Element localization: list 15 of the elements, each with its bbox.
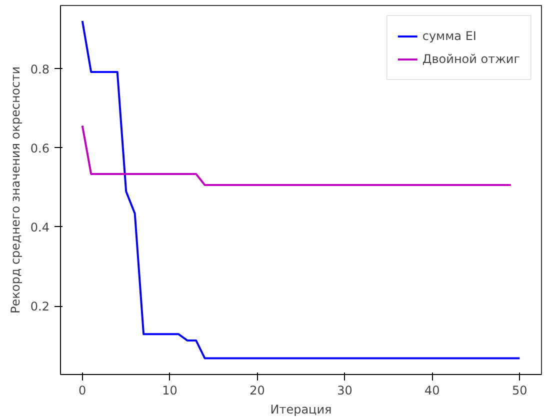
y-tick-label: 0.8 xyxy=(30,62,50,76)
legend-label: Двойной отжиг xyxy=(422,52,520,66)
x-tick-label: 50 xyxy=(512,384,528,398)
x-tick-label: 20 xyxy=(250,384,265,398)
x-tick-label: 0 xyxy=(78,384,86,398)
line-series xyxy=(81,20,521,360)
x-tick-label: 30 xyxy=(337,384,352,398)
y-tick-label: 0.2 xyxy=(30,300,50,314)
x-tick-label: 40 xyxy=(424,384,440,398)
x-axis-title: Итерация xyxy=(270,402,332,416)
x-tick-label: 10 xyxy=(162,384,178,398)
y-tick-label: 0.6 xyxy=(30,141,50,156)
legend-label: сумма EI xyxy=(422,29,476,43)
y-tick-label: 0.4 xyxy=(30,220,50,234)
y-axis-title: Рекорд среднего значения окресности xyxy=(8,66,22,314)
